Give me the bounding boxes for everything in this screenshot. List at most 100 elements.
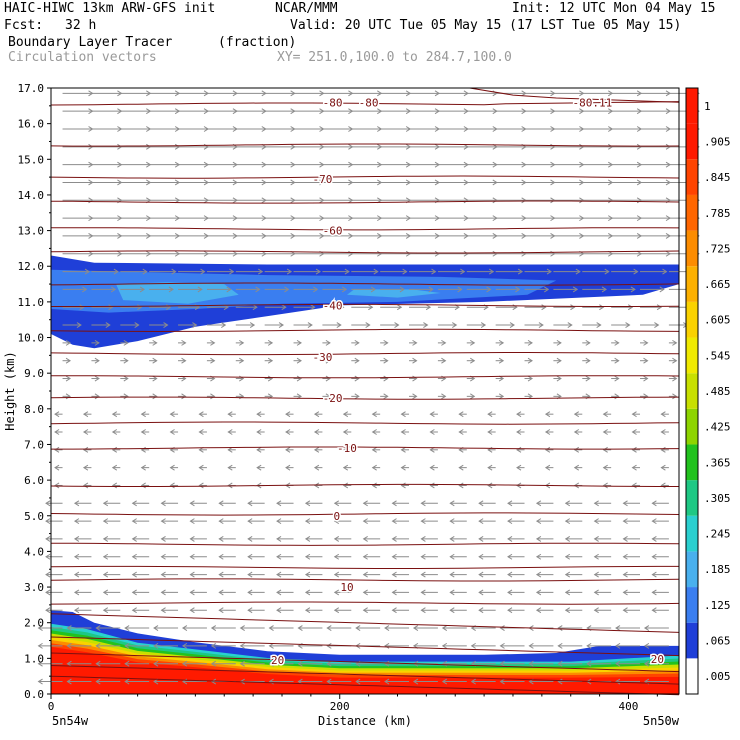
isotherm-line [50,601,680,605]
wind-vector [437,161,469,168]
wind-vector [391,607,410,614]
wind-vector [524,375,533,382]
wind-vector [429,411,438,418]
wind-vector [111,411,121,418]
wind-vector [181,660,207,667]
wind-vector [528,642,554,649]
wind-vector [528,660,554,667]
y-tick-label: 7.0 [24,438,44,451]
wind-vector [495,108,527,115]
wind-vector [466,268,495,275]
wind-vector [62,322,82,328]
wind-vector [160,589,179,596]
wind-vector [622,553,641,560]
wind-vector [178,322,198,328]
wind-vector [391,589,410,596]
wind-vector [573,411,583,418]
wind-vector [95,660,121,667]
isotherm-line [50,250,680,254]
wind-vector [351,268,379,275]
wind-vector [178,250,209,257]
wind-vector [615,642,641,649]
wind-vector [384,678,410,685]
wind-vector [297,660,323,667]
wind-vector [582,357,591,364]
colorbar-label: .845 [704,171,731,184]
wind-vector [466,357,476,364]
wind-vector [524,286,550,293]
wind-vector [391,553,410,560]
wind-vector [380,375,389,382]
wind-vector [178,179,209,186]
wind-vector [487,464,496,471]
isotherm-label: -80 [323,96,343,109]
wind-vector [149,393,158,400]
wind-vector [322,126,354,132]
wind-vector [499,642,525,649]
wind-vector [611,268,639,275]
wind-vector [178,233,209,239]
wind-vector [429,482,438,489]
wind-vector [206,161,238,168]
tracer-layer-upper-max [116,282,239,304]
wind-vector [91,286,117,293]
wind-vector [235,161,267,168]
wind-vector [198,429,207,435]
wind-vector [268,625,294,631]
wind-vector [140,429,150,435]
wind-vector [437,339,447,346]
wind-vector [91,215,123,222]
wind-vector [322,197,354,204]
wind-vector [553,161,585,168]
wind-vector [400,429,410,435]
wind-vector [206,126,238,132]
y-tick-label: 5.0 [24,510,44,523]
wind-vector [54,464,63,471]
wind-vector [582,339,591,346]
wind-vector [95,642,121,649]
wind-vector [535,518,554,525]
isotherm-label: -40 [323,299,343,312]
wind-vector [227,411,236,418]
wind-vector [178,197,209,204]
wind-vector [602,429,612,435]
wind-vector [256,446,265,453]
wind-vector [206,233,238,239]
wind-vector [351,161,383,168]
wind-vector [218,500,236,507]
wind-vector [564,518,583,525]
wind-vector [593,553,612,560]
colorbar-label: .365 [704,456,731,469]
organization: NCAR/MMM [275,1,338,16]
wind-vector [293,339,302,346]
wind-vector [593,607,612,614]
colorbar-segment [686,159,698,195]
wind-vector [495,322,515,328]
wind-vector [362,589,381,596]
wind-vector [553,108,585,115]
wind-vector [206,286,232,293]
wind-vector [582,268,610,275]
wind-vector [304,518,323,525]
isotherm-line [50,143,680,147]
wind-vector [516,464,525,471]
wind-vector [668,375,678,382]
y-tick-label: 17.0 [18,82,45,95]
isotherm-line [50,200,680,204]
wind-vector [362,553,381,560]
wind-vector [524,322,544,328]
wind-vector [351,322,371,328]
x-tick-label: 0 [48,700,55,713]
wind-vector [82,429,92,435]
wind-vector [235,197,267,204]
isotherm-contours: -80 -80 -80.11 -70 -60 -40 -30 -20 -10 0 10 20 20 [50,87,680,696]
wind-vector [227,429,236,435]
wind-vector [333,500,352,507]
wind-vector [409,215,440,222]
field-name: Boundary Layer Tracer [8,35,173,50]
isotherm-line [50,328,680,333]
wind-vector [466,108,498,115]
wind-vector [507,536,525,542]
wind-vector [73,500,92,507]
wind-vector [198,411,207,418]
